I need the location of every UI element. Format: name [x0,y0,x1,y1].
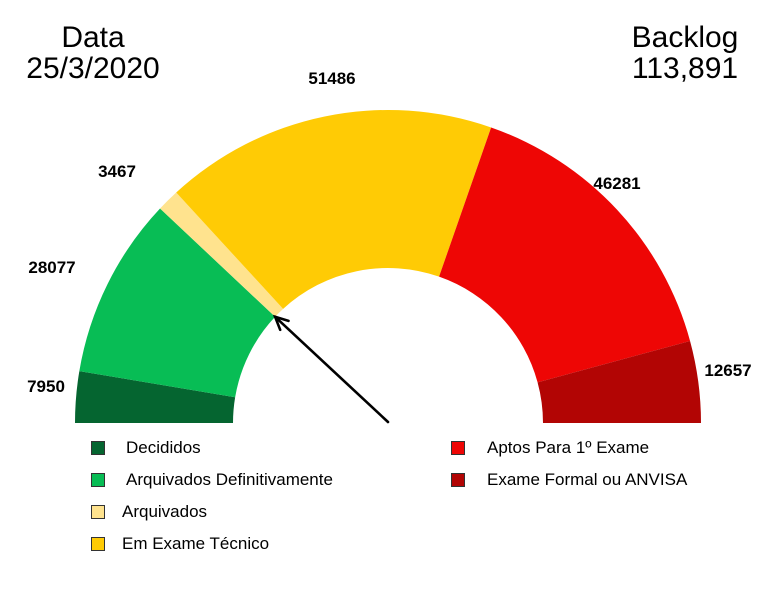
legend-item: Em Exame Técnico [91,534,269,554]
legend-label: Aptos Para 1º Exame [487,438,649,458]
legend-label: Decididos [126,438,201,458]
legend-item: Aptos Para 1º Exame [451,438,649,458]
legend-label: Arquivados Definitivamente [126,470,333,490]
legend-swatch-icon [91,441,105,455]
legend-label: Em Exame Técnico [122,534,269,554]
legend-swatch-icon [451,473,465,487]
legend-swatch-icon [91,473,105,487]
pointer-arrow-icon [275,317,388,422]
value-label: 46281 [593,174,640,193]
legend-item: Decididos [91,438,201,458]
legend-label: Exame Formal ou ANVISA [487,470,687,490]
legend-item: Arquivados [91,502,207,522]
value-label: 51486 [308,69,355,88]
value-label: 12657 [704,361,751,380]
value-label: 3467 [98,162,136,181]
legend-swatch-icon [91,537,105,551]
value-label: 28077 [28,258,75,277]
legend-item: Exame Formal ou ANVISA [451,470,687,490]
legend-item: Arquivados Definitivamente [91,470,333,490]
legend-swatch-icon [91,505,105,519]
gauge-segments [75,110,701,423]
legend-swatch-icon [451,441,465,455]
legend-label: Arquivados [122,502,207,522]
value-label: 7950 [27,377,65,396]
